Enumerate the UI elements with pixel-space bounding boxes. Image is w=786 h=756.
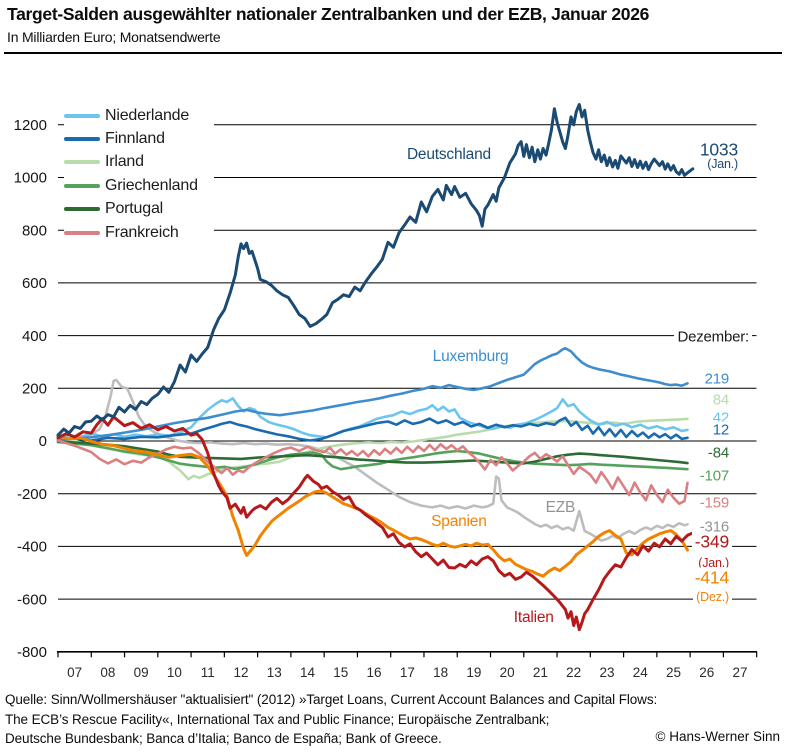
- right-label-spanien-month: (Dez.): [693, 589, 732, 604]
- x-tick-label: 24: [633, 665, 649, 680]
- x-tick-label: 18: [433, 665, 448, 680]
- y-tick-label: -400: [17, 539, 47, 556]
- y-tick-label: -600: [17, 591, 47, 608]
- legend-label-niederlande: Niederlande: [105, 106, 190, 124]
- chart-legend: Niederlande Finnland Irland Griechenland Por…: [64, 104, 214, 245]
- source-line-2: The ECB’s Rescue Facility«, Internationa…: [5, 711, 550, 727]
- right-label-finnland-value: 12: [709, 421, 732, 439]
- source-note: Quelle: Sinn/Wollmershäuser "aktualisier…: [5, 690, 657, 749]
- legend-swatch-irland: [64, 160, 100, 165]
- y-tick-label: 0: [39, 433, 47, 450]
- x-tick-label: 26: [699, 665, 714, 680]
- copyright-note: © Hans-Werner Sinn: [655, 729, 781, 744]
- y-tick-label: 1000: [14, 170, 47, 187]
- x-tick-label: 15: [333, 665, 348, 680]
- x-tick-label: 14: [300, 665, 316, 680]
- series-line-niederlande: [56, 396, 689, 440]
- legend-label-irland: Irland: [105, 153, 144, 171]
- legend-item-portugal: Portugal: [64, 198, 214, 221]
- legend-swatch-portugal: [64, 207, 100, 212]
- x-tick-label: 16: [367, 665, 382, 680]
- x-tick-label: 25: [666, 665, 681, 680]
- legend-swatch-finnland: [64, 137, 100, 142]
- curve-label-deutschland: Deutschland: [406, 146, 491, 164]
- x-tick-label: 10: [167, 665, 182, 680]
- y-tick-label: 400: [22, 328, 47, 345]
- legend-label-portugal: Portugal: [105, 200, 163, 218]
- curve-label-luxemburg: Luxemburg: [432, 348, 509, 366]
- y-tick-label: 200: [22, 381, 47, 398]
- series-line-irland: [56, 417, 689, 481]
- right-label-irland-value: 84: [709, 391, 732, 409]
- legend-item-niederlande: Niederlande: [64, 104, 214, 127]
- x-tick-label: 19: [466, 665, 481, 680]
- right-label-frankreich-value: -159: [696, 494, 732, 512]
- x-tick-label: 20: [500, 665, 515, 680]
- legend-label-finnland: Finnland: [105, 130, 165, 148]
- x-tick-label: 07: [67, 665, 82, 680]
- right-label-dezember-header: Dezember:: [674, 328, 752, 346]
- legend-item-frankreich: Frankreich: [64, 221, 214, 244]
- right-label-spanien-value: -414: [691, 567, 732, 589]
- x-tick-label: 17: [400, 665, 415, 680]
- x-tick-label: 23: [599, 665, 614, 680]
- legend-item-irland: Irland: [64, 151, 214, 174]
- right-label-portugal-value: -84: [704, 444, 732, 462]
- right-label-deutschland-value: 1033: [696, 139, 741, 161]
- series-line-griechenland: [56, 440, 689, 471]
- legend-item-griechenland: Griechenland: [64, 174, 214, 197]
- right-label-italien-value: -349: [691, 531, 732, 553]
- x-tick-label: 13: [267, 665, 282, 680]
- right-label-deutschland-month: (Jan.): [704, 157, 741, 172]
- page-title: Target-Salden ausgewählter nationaler Ze…: [7, 4, 650, 24]
- y-tick-label: -200: [17, 486, 47, 503]
- y-tick-label: 600: [22, 275, 47, 292]
- right-label-griechenland-value: -107: [696, 467, 732, 485]
- y-tick-label: -800: [17, 644, 47, 661]
- x-tick-label: 11: [201, 665, 215, 680]
- series-line-italien: [56, 415, 695, 632]
- series-line-ezb: [56, 378, 689, 542]
- legend-swatch-niederlande: [64, 113, 100, 118]
- right-label-italien-month: (Jan.): [695, 555, 732, 570]
- series-line-luxemburg: [56, 346, 689, 441]
- x-tick-label: 21: [533, 665, 548, 680]
- x-tick-label: 09: [134, 665, 149, 680]
- right-label-luxemburg-value: 219: [701, 370, 732, 388]
- curve-label-spanien: Spanien: [431, 513, 487, 531]
- x-tick-label: 08: [100, 665, 115, 680]
- title-divider: [4, 52, 782, 54]
- x-tick-label: 27: [733, 665, 748, 680]
- y-tick-label: 800: [22, 222, 47, 239]
- legend-swatch-griechenland: [64, 183, 100, 188]
- page-subtitle: In Milliarden Euro; Monatsendwerte: [7, 29, 221, 45]
- x-tick-label: 12: [233, 665, 248, 680]
- source-line-1: Quelle: Sinn/Wollmershäuser "aktualisier…: [5, 692, 658, 707]
- x-tick-label: 22: [566, 665, 581, 680]
- legend-swatch-frankreich: [64, 230, 100, 235]
- series-line-frankreich: [56, 439, 689, 506]
- legend-item-finnland: Finnland: [64, 127, 214, 150]
- curve-label-ezb: EZB: [545, 498, 576, 516]
- series-line-deutschland: [56, 103, 695, 437]
- legend-label-griechenland: Griechenland: [105, 176, 198, 194]
- series-line-finnland: [56, 416, 689, 442]
- source-line-3: Deutsche Bundesbank; Banca d’Italia; Ban…: [5, 731, 442, 746]
- legend-label-frankreich: Frankreich: [105, 223, 179, 241]
- y-tick-label: 1200: [14, 117, 47, 134]
- curve-label-italien: Italien: [513, 609, 554, 627]
